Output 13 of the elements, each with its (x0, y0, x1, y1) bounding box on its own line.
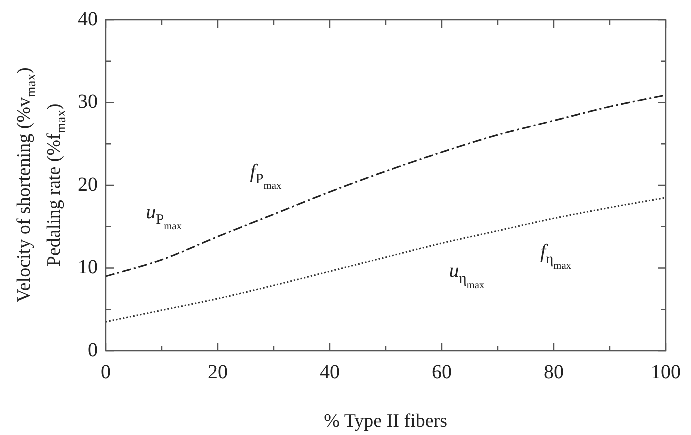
y-tick-label: 40 (78, 8, 98, 30)
line-series (106, 94, 666, 278)
x-tick-label: 60 (432, 361, 452, 384)
x-axis-title: % Type II fibers (324, 411, 448, 432)
x-tick-label: 20 (208, 361, 228, 384)
x-tick-label: 40 (320, 361, 340, 384)
y-tick-label: 30 (78, 91, 98, 113)
y-tick-label: 0 (88, 339, 98, 362)
x-tick-label: 100 (651, 361, 681, 384)
line-series (106, 197, 666, 323)
y-tick-label: 10 (78, 256, 98, 278)
x-tick-label: 80 (544, 361, 564, 384)
y-tick-label: 20 (78, 174, 98, 196)
